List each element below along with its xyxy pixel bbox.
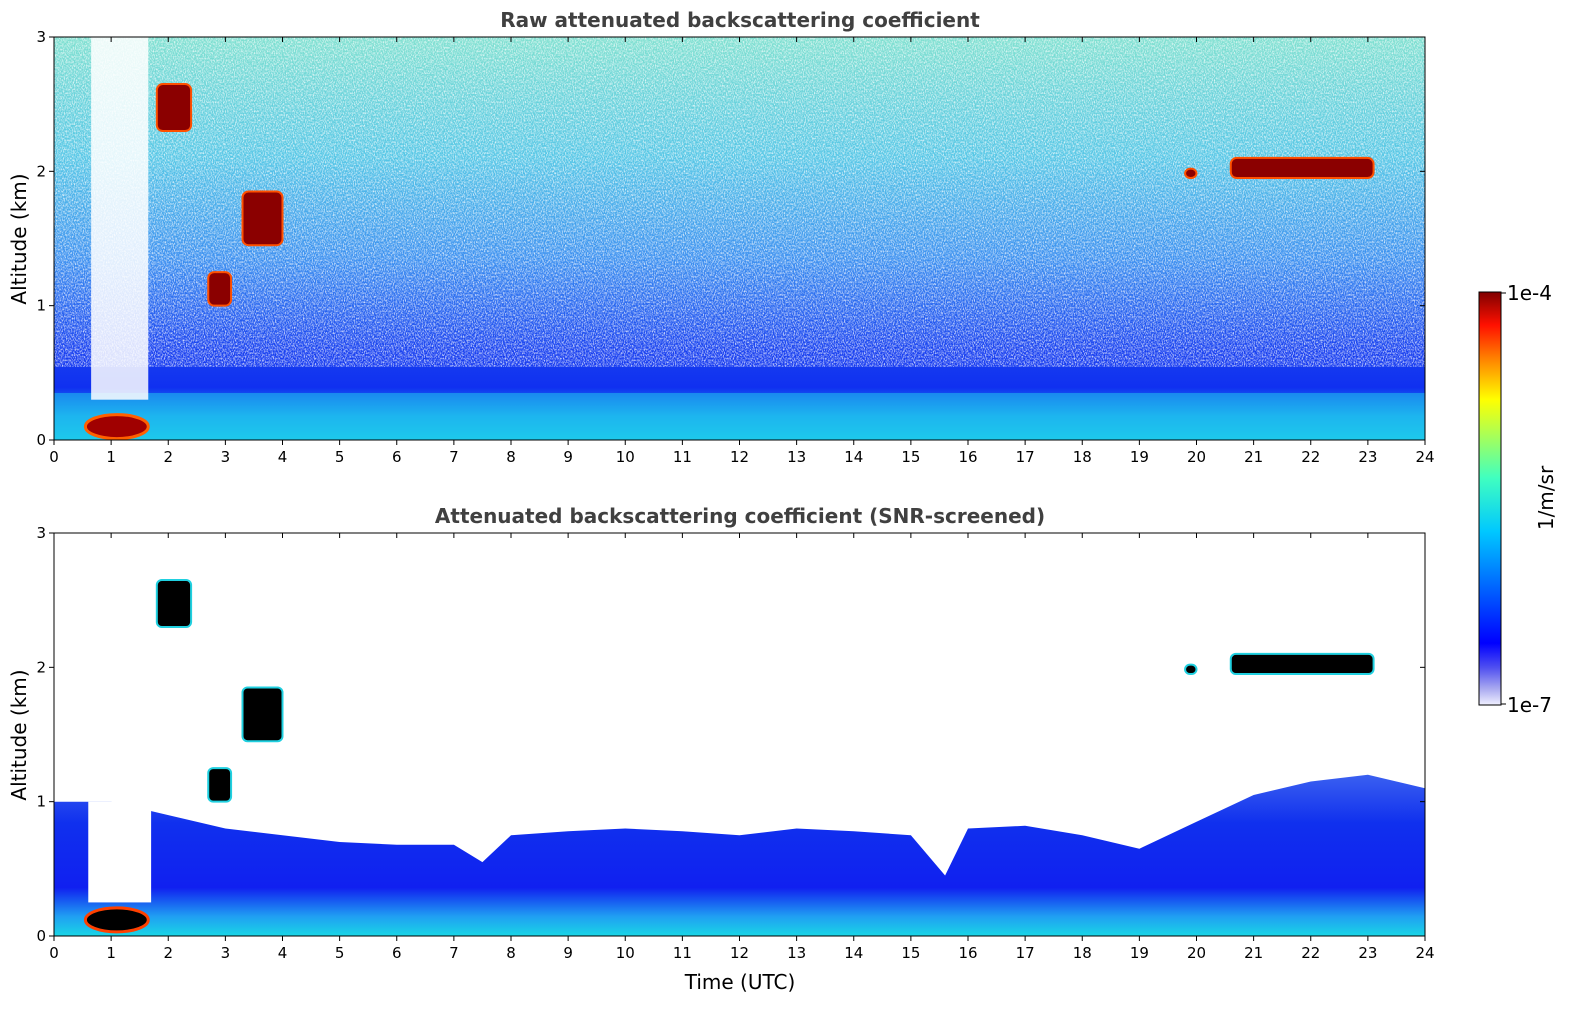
y-tick-label: 3 — [36, 28, 46, 46]
bottom-cloud — [207, 767, 233, 803]
x-tick-label: 21 — [1244, 448, 1263, 466]
x-tick-label: 9 — [563, 944, 573, 962]
x-tick-label: 4 — [278, 944, 288, 962]
x-tick-label: 15 — [901, 448, 920, 466]
colorbar-min-label: 1e-7 — [1507, 693, 1552, 717]
bottom-panel-title: Attenuated backscattering coefficient (S… — [435, 504, 1045, 528]
x-tick-label: 3 — [221, 448, 231, 466]
x-tick-label: 20 — [1187, 448, 1206, 466]
x-tick-label: 19 — [1130, 448, 1149, 466]
x-tick-label: 5 — [335, 448, 345, 466]
x-tick-label: 15 — [901, 944, 920, 962]
bottom-x-ticks: 0 1 2 3 4 5 6 7 8 9 10 11 12 13 14 15 16 17 18 19 20 21 22 23 24 — [49, 533, 1435, 962]
top-panel-title: Raw attenuated backscattering coefficien… — [500, 8, 980, 32]
x-tick-label: 23 — [1358, 448, 1377, 466]
bottom-cloud — [155, 579, 193, 629]
y-tick-label: 1 — [36, 793, 46, 811]
top-boundary-layer — [54, 392, 1425, 440]
x-tick-label: 7 — [449, 944, 459, 962]
x-tick-label: 24 — [1415, 448, 1434, 466]
x-tick-label: 9 — [563, 448, 573, 466]
top-cloud — [207, 271, 233, 307]
top-heatmap-features — [54, 37, 1425, 440]
bottom-signal-gap — [88, 801, 152, 903]
x-tick-label: 8 — [506, 944, 516, 962]
x-tick-label: 10 — [616, 448, 635, 466]
x-tick-label: 6 — [392, 944, 402, 962]
x-tick-label: 11 — [673, 944, 692, 962]
top-heatmap — [54, 37, 1425, 440]
x-tick-label: 2 — [163, 448, 173, 466]
top-x-ticks: 0 1 2 3 4 5 6 7 8 9 10 11 12 13 14 15 16 17 18 19 20 21 22 23 24 — [49, 37, 1435, 466]
x-tick-label: 10 — [616, 944, 635, 962]
y-tick-label: 2 — [36, 162, 46, 180]
x-tick-label: 14 — [844, 448, 863, 466]
bottom-cloud — [1229, 652, 1375, 676]
bottom-heatmap-features — [83, 579, 1375, 934]
x-axis-label: Time (UTC) — [684, 970, 796, 994]
x-tick-label: 12 — [730, 448, 749, 466]
x-tick-label: 4 — [278, 448, 288, 466]
bottom-heatmap — [54, 533, 1425, 936]
top-cloud — [241, 190, 284, 247]
x-tick-label: 16 — [958, 944, 977, 962]
top-cloud — [1229, 156, 1375, 180]
x-tick-label: 22 — [1301, 944, 1320, 962]
y-tick-label: 2 — [36, 658, 46, 676]
x-tick-label: 17 — [1016, 944, 1035, 962]
x-tick-label: 0 — [49, 448, 59, 466]
bottom-cloud — [1184, 663, 1198, 676]
bottom-cloud — [241, 686, 284, 743]
x-tick-label: 18 — [1073, 944, 1092, 962]
x-tick-label: 20 — [1187, 944, 1206, 962]
x-tick-label: 8 — [506, 448, 516, 466]
x-tick-label: 23 — [1358, 944, 1377, 962]
x-tick-label: 7 — [449, 448, 459, 466]
x-tick-label: 19 — [1130, 944, 1149, 962]
x-tick-label: 1 — [106, 448, 116, 466]
y-tick-label: 3 — [36, 524, 46, 542]
x-tick-label: 11 — [673, 448, 692, 466]
colorbar-label: 1/m/sr — [1534, 465, 1558, 530]
x-tick-label: 21 — [1244, 944, 1263, 962]
x-tick-label: 6 — [392, 448, 402, 466]
y-tick-label: 1 — [36, 297, 46, 315]
x-tick-label: 22 — [1301, 448, 1320, 466]
x-tick-label: 17 — [1016, 448, 1035, 466]
x-tick-label: 14 — [844, 944, 863, 962]
x-tick-label: 0 — [49, 944, 59, 962]
x-tick-label: 18 — [1073, 448, 1092, 466]
top-y-axis-label: Altitude (km) — [7, 173, 31, 304]
y-tick-label: 0 — [36, 431, 46, 449]
top-signal-gap — [91, 37, 149, 400]
bottom-y-ticks: 0 1 2 3 — [36, 524, 1425, 945]
x-tick-label: 16 — [958, 448, 977, 466]
bottom-boundary-layer-area — [54, 774, 1425, 936]
colorbar-max-label: 1e-4 — [1507, 281, 1552, 305]
x-tick-label: 5 — [335, 944, 345, 962]
top-cloud — [1184, 167, 1198, 180]
bottom-fog-layer — [83, 906, 150, 934]
top-cloud — [155, 83, 193, 133]
x-tick-label: 2 — [163, 944, 173, 962]
x-tick-label: 12 — [730, 944, 749, 962]
top-y-ticks: 0 1 2 3 — [36, 28, 1425, 449]
x-tick-label: 13 — [787, 448, 806, 466]
x-tick-label: 13 — [787, 944, 806, 962]
x-tick-label: 1 — [106, 944, 116, 962]
x-tick-label: 24 — [1415, 944, 1434, 962]
colorbar — [1478, 291, 1502, 706]
y-tick-label: 0 — [36, 927, 46, 945]
bottom-y-axis-label: Altitude (km) — [7, 669, 31, 800]
x-tick-label: 3 — [221, 944, 231, 962]
top-fog-layer — [83, 413, 150, 440]
